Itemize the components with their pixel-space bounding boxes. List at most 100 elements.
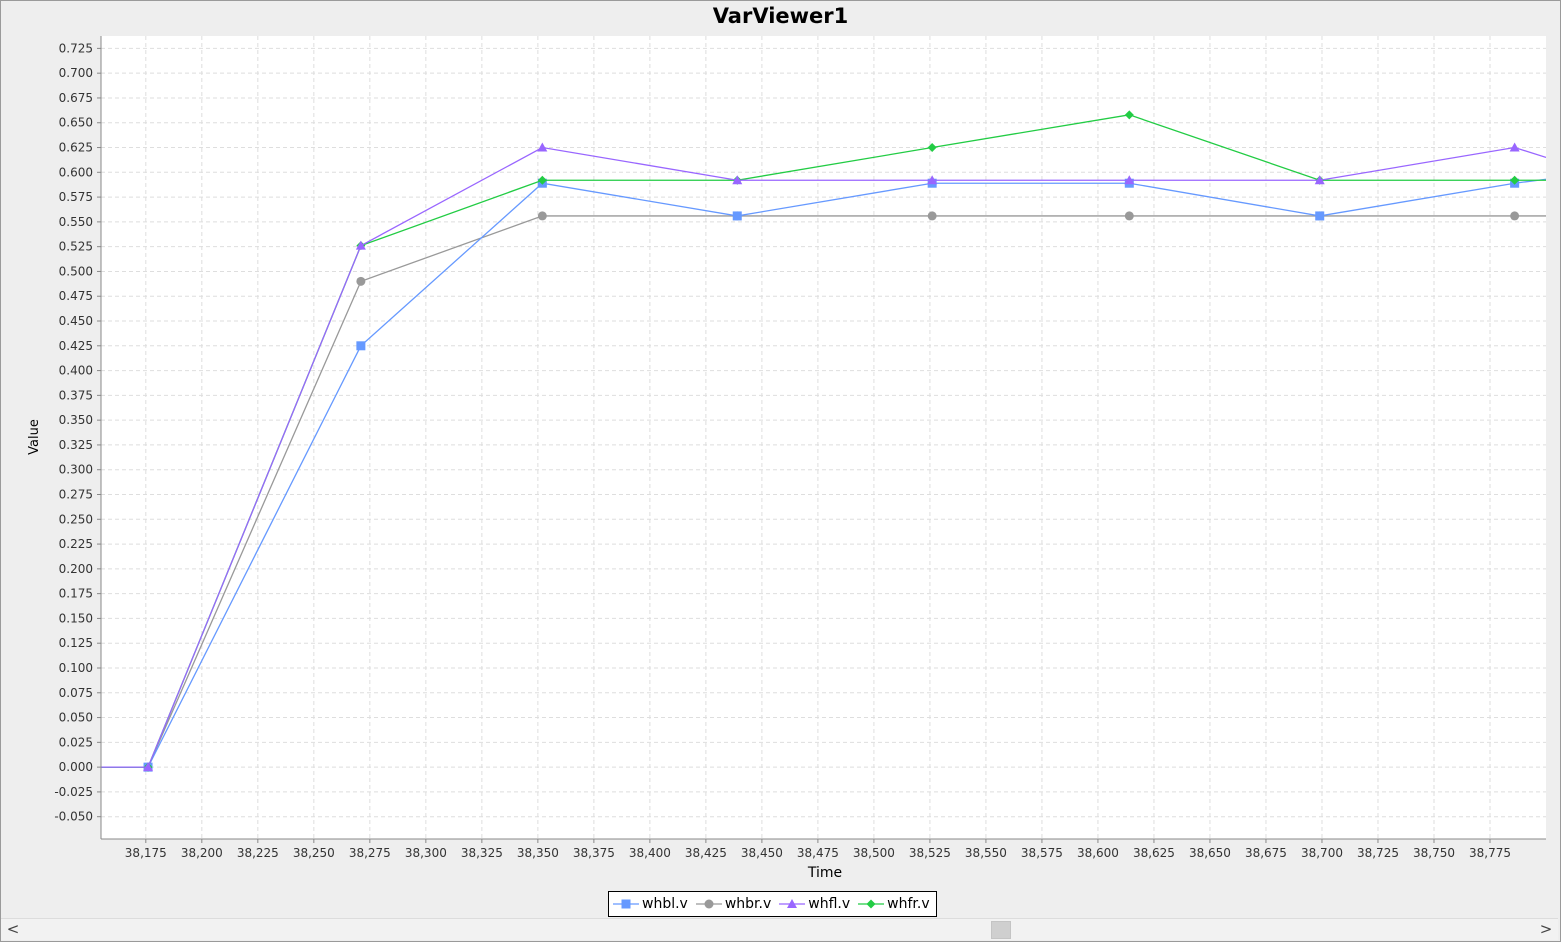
legend-marker bbox=[787, 899, 798, 908]
legend-label: whfl.v bbox=[808, 896, 851, 912]
x-tick-label: 38,175 bbox=[125, 846, 167, 860]
y-tick-label: 0.650 bbox=[59, 116, 93, 130]
legend-label: whfr.v bbox=[887, 896, 930, 912]
x-tick-label: 38,200 bbox=[181, 846, 223, 860]
x-tick-label: 38,375 bbox=[573, 846, 615, 860]
legend-marker bbox=[704, 899, 714, 909]
legend-item-whbr-v: whbr.v bbox=[695, 896, 772, 912]
y-tick-label: 0.675 bbox=[59, 91, 93, 105]
x-tick-label: 38,675 bbox=[1245, 846, 1287, 860]
y-tick-label: 0.125 bbox=[59, 636, 93, 650]
x-tick-label: 38,550 bbox=[965, 846, 1007, 860]
data-point bbox=[1124, 110, 1134, 120]
y-tick-label: 0.525 bbox=[59, 240, 93, 254]
series-whfl-v bbox=[101, 142, 1546, 772]
series-line bbox=[101, 178, 1546, 768]
x-tick-label: 38,775 bbox=[1469, 846, 1511, 860]
y-tick-label: 0.150 bbox=[59, 611, 93, 625]
y-tick-label: 0.025 bbox=[59, 735, 93, 749]
series-line bbox=[101, 146, 1546, 768]
data-point bbox=[732, 211, 742, 221]
y-tick-label: 0.450 bbox=[59, 314, 93, 328]
y-tick-label: -0.050 bbox=[54, 810, 93, 824]
y-tick-label: 0.400 bbox=[59, 364, 93, 378]
chart-title: VarViewer1 bbox=[712, 4, 849, 28]
x-tick-label: 38,400 bbox=[629, 846, 671, 860]
legend-marker bbox=[621, 899, 631, 909]
y-tick-label: 0.700 bbox=[59, 66, 93, 80]
x-tick-label: 38,225 bbox=[237, 846, 279, 860]
y-tick-label: 0.000 bbox=[59, 760, 93, 774]
x-tick-label: 38,300 bbox=[405, 846, 447, 860]
data-point bbox=[732, 175, 743, 185]
x-tick-label: 38,600 bbox=[1077, 846, 1119, 860]
legend-label: whbr.v bbox=[724, 896, 772, 912]
y-tick-label: 0.100 bbox=[59, 661, 93, 675]
series-line bbox=[101, 215, 1546, 768]
y-tick-label: 0.475 bbox=[59, 289, 93, 303]
series-lines bbox=[101, 110, 1546, 772]
legend-marker bbox=[866, 899, 876, 909]
data-point bbox=[1510, 211, 1520, 221]
plot-area bbox=[101, 36, 1546, 839]
x-axis-label: Time bbox=[807, 865, 842, 881]
y-tick-label: 0.325 bbox=[59, 438, 93, 452]
y-tick-label: 0.175 bbox=[59, 587, 93, 601]
scroll-thumb[interactable] bbox=[991, 921, 1011, 939]
x-tick-label: 38,575 bbox=[1021, 846, 1063, 860]
data-point bbox=[356, 276, 366, 286]
horizontal-scrollbar[interactable]: < > bbox=[1, 918, 1558, 940]
data-point bbox=[1509, 142, 1520, 152]
y-tick-label: 0.725 bbox=[59, 41, 93, 55]
y-tick-label: 0.250 bbox=[59, 512, 93, 526]
y-tick-label: 0.500 bbox=[59, 264, 93, 278]
legend-diamond-icon bbox=[858, 899, 885, 909]
y-tick-label: 0.050 bbox=[59, 711, 93, 725]
legend-item-whfl-v: whfl.v bbox=[779, 896, 850, 912]
legend-square-icon bbox=[613, 899, 639, 909]
y-tick-label: 0.275 bbox=[59, 488, 93, 502]
x-tick-label: 38,700 bbox=[1301, 846, 1343, 860]
data-point bbox=[537, 142, 548, 152]
y-tick-label: 0.200 bbox=[59, 562, 93, 576]
legend-circle-icon bbox=[695, 899, 722, 909]
y-tick-label: 0.225 bbox=[59, 537, 93, 551]
y-tick-label: 0.600 bbox=[59, 165, 93, 179]
axes: -0.050 -0.025 0.000 0.025 0.050 0.075 0.100 0.1… bbox=[54, 36, 1546, 860]
legend-item-whfr-v: whfr.v bbox=[858, 896, 930, 912]
data-point bbox=[537, 175, 547, 185]
y-tick-label: 0.350 bbox=[59, 413, 93, 427]
data-point bbox=[1314, 175, 1325, 185]
y-tick-label: 0.375 bbox=[59, 388, 93, 402]
x-tick-label: 38,350 bbox=[517, 846, 559, 860]
data-point bbox=[1124, 175, 1135, 185]
x-tick-label: 38,275 bbox=[349, 846, 391, 860]
data-point bbox=[537, 211, 547, 221]
x-tick-label: 38,525 bbox=[909, 846, 951, 860]
x-tick-label: 38,250 bbox=[293, 846, 335, 860]
data-point bbox=[927, 211, 937, 221]
grid-lines bbox=[101, 36, 1546, 839]
legend-item-whbl-v: whbl.v bbox=[613, 896, 688, 912]
x-tick-label: 38,625 bbox=[1133, 846, 1175, 860]
y-tick-label: -0.025 bbox=[54, 785, 93, 799]
x-tick-label: 38,450 bbox=[741, 846, 783, 860]
x-tick-label: 38,325 bbox=[461, 846, 503, 860]
y-tick-label: 0.300 bbox=[59, 463, 93, 477]
data-point bbox=[1315, 211, 1325, 221]
legend-triangle-icon bbox=[779, 899, 806, 908]
y-axis-label: Value bbox=[27, 419, 42, 455]
data-point bbox=[927, 175, 938, 185]
y-tick-label: 0.575 bbox=[59, 190, 93, 204]
x-tick-label: 38,650 bbox=[1189, 846, 1231, 860]
scroll-left-button[interactable]: < bbox=[6, 920, 20, 938]
x-tick-label: 38,425 bbox=[685, 846, 727, 860]
y-tick-label: 0.625 bbox=[59, 141, 93, 155]
scroll-right-button[interactable]: > bbox=[1539, 920, 1553, 938]
y-tick-label: 0.075 bbox=[59, 686, 93, 700]
data-point bbox=[1510, 175, 1520, 185]
chart-legend: whbl.v whbr.v whfl.v whfr.v bbox=[608, 891, 937, 917]
data-point bbox=[356, 341, 366, 351]
y-tick-label: 0.425 bbox=[59, 339, 93, 353]
